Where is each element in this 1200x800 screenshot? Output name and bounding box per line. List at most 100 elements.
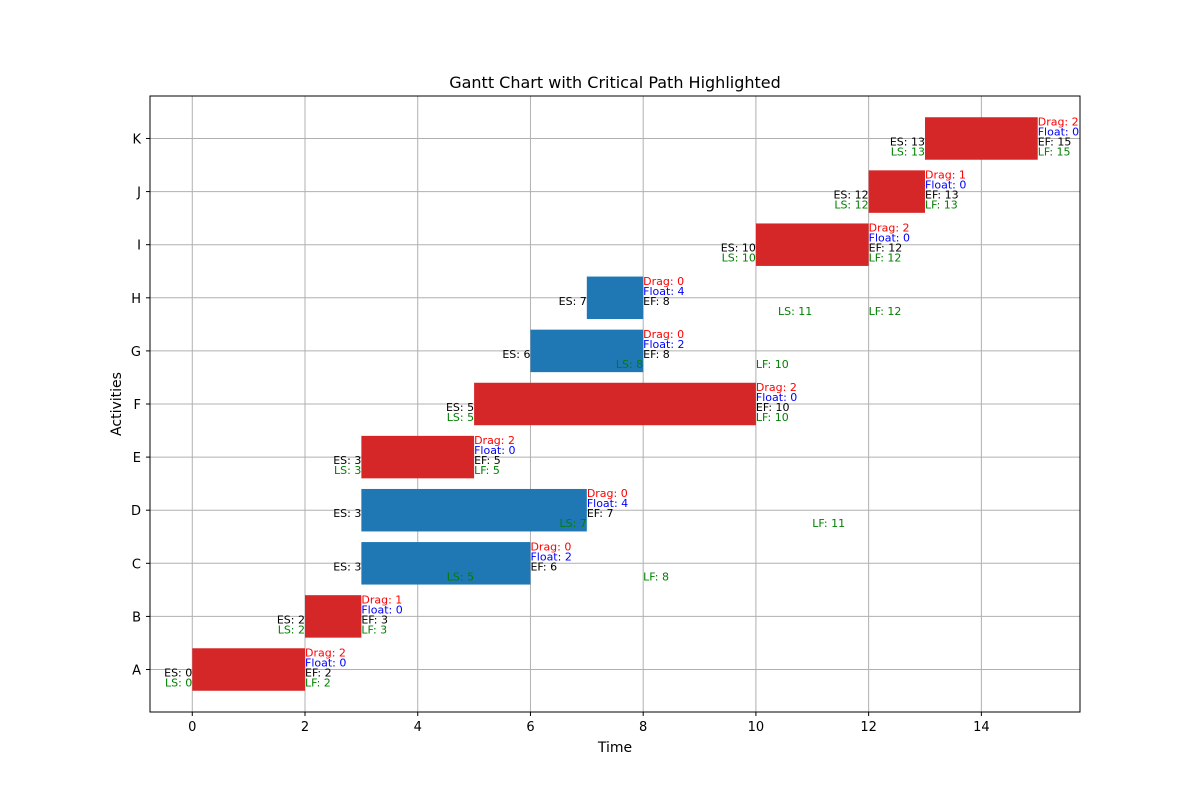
es-label: ES: 2 [277,613,305,626]
bars [192,117,1038,691]
bar-J [868,170,925,213]
ls-label: LS: 8 [616,358,643,371]
lf-label: LF: 8 [643,570,669,583]
x-axis-title: Time [597,740,632,756]
drag-label: Drag: 0 [643,275,684,288]
x-tick-label: 12 [860,720,877,735]
lf-label: LF: 5 [474,464,500,477]
ls-label: LS: 13 [891,145,925,158]
bar-A [192,648,305,691]
x-tick-label: 4 [414,720,422,735]
drag-label: Drag: 1 [925,169,966,182]
ef-label: EF: 5 [474,454,501,467]
bar-K [925,117,1038,160]
float-label: Float: 0 [925,179,966,192]
y-tick-label: D [131,504,141,519]
x-tick-label: 14 [973,720,990,735]
ef-label: EF: 8 [643,348,670,361]
lf-label: LF: 11 [812,517,845,530]
lf-label: LF: 10 [756,411,789,424]
float-label: Float: 0 [361,603,402,616]
y-tick-label: G [131,345,141,360]
lf-label: LF: 15 [1038,145,1071,158]
drag-label: Drag: 2 [756,381,797,394]
bar-E [361,435,475,479]
x-tick-label: 8 [639,720,647,735]
ls-label: LS: 5 [447,570,474,583]
ef-label: EF: 8 [643,295,670,308]
float-label: Float: 0 [756,391,797,404]
y-tick-label: K [132,132,141,147]
float-label: Float: 0 [869,232,910,245]
es-label: ES: 12 [833,189,868,202]
ef-label: EF: 3 [361,613,388,626]
bar-C [361,542,531,585]
lf-label: LF: 2 [305,677,331,690]
x-tick-label: 6 [526,720,534,735]
ls-label: LS: 2 [278,623,305,636]
drag-label: Drag: 0 [530,540,571,553]
drag-label: Drag: 0 [587,487,628,500]
ef-label: EF: 6 [530,560,557,573]
lf-label: LF: 13 [925,199,958,212]
axes: 0 2 4 6 8 10 12 14 A B C D E F G H I J K [131,132,990,735]
es-label: ES: 3 [333,454,361,467]
bar-F [474,382,756,426]
es-label: ES: 3 [333,560,361,573]
es-label: ES: 10 [721,242,756,255]
ls-label: LS: 3 [334,464,361,477]
ef-label: EF: 15 [1038,135,1072,148]
drag-label: Drag: 1 [361,593,402,606]
lf-label: LF: 12 [869,305,902,318]
y-tick-label: I [137,239,141,254]
lf-label: LF: 3 [361,623,387,636]
bar-H [586,276,644,320]
ef-label: EF: 10 [756,401,790,414]
ls-label: LS: 11 [778,305,812,318]
ef-label: EF: 2 [305,667,332,680]
float-label: Float: 4 [587,497,628,510]
x-tick-label: 10 [748,720,765,735]
ef-label: EF: 12 [869,242,903,255]
ef-label: EF: 13 [925,189,959,202]
drag-label: Drag: 2 [869,222,910,235]
drag-label: Drag: 0 [643,328,684,341]
bar-G [530,329,644,373]
y-tick-label: H [131,292,141,307]
bar-D [361,488,587,532]
es-label: ES: 5 [446,401,474,414]
float-label: Float: 0 [305,657,346,670]
y-axis-title: Activities [109,372,125,436]
es-label: ES: 13 [890,135,925,148]
es-label: ES: 0 [164,667,192,680]
y-tick-label: B [132,610,141,625]
float-label: Float: 0 [1038,125,1079,138]
x-tick-label: 2 [301,720,309,735]
ls-label: LS: 5 [447,411,474,424]
float-label: Float: 2 [530,550,571,563]
ef-label: EF: 7 [587,507,614,520]
bar-I [755,223,869,266]
float-label: Float: 0 [474,444,515,457]
y-tick-label: A [132,664,141,679]
y-tick-label: C [132,557,141,572]
y-tick-label: J [136,186,141,201]
lf-label: LF: 10 [756,358,789,371]
y-tick-label: E [133,451,141,466]
es-label: ES: 7 [559,295,587,308]
ls-label: LS: 12 [834,199,868,212]
lf-label: LF: 12 [869,252,902,265]
bar-B [305,595,362,638]
drag-label: Drag: 2 [1038,115,1079,128]
float-label: Float: 4 [643,285,684,298]
ls-label: LS: 10 [722,252,756,265]
es-label: ES: 6 [502,348,530,361]
float-label: Float: 2 [643,338,684,351]
chart-title: Gantt Chart with Critical Path Highlight… [449,73,781,92]
ls-label: LS: 0 [165,677,192,690]
drag-label: Drag: 2 [305,647,346,660]
x-tick-label: 0 [188,720,196,735]
ls-label: LS: 7 [560,517,587,530]
